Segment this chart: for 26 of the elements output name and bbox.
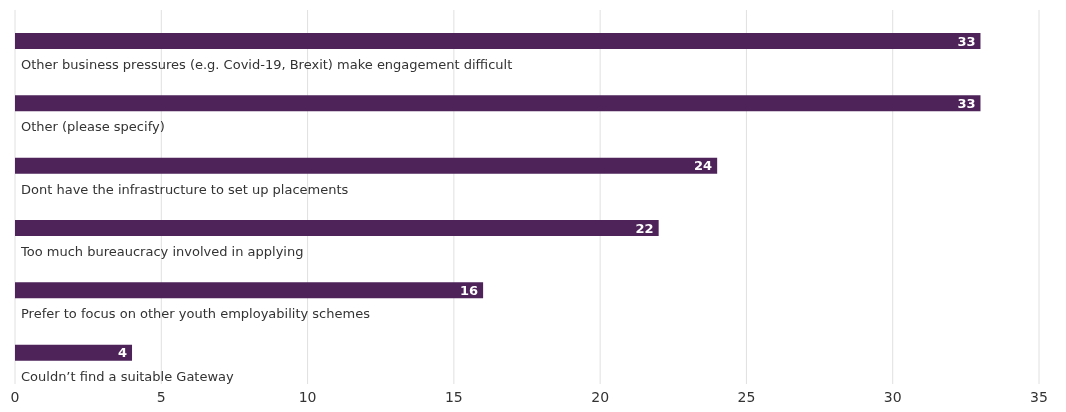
data-label: 24 (694, 158, 713, 174)
bar (15, 95, 981, 112)
x-tick-label: 0 (10, 388, 20, 405)
y-tick-label: Dont have the infrastructure to set up placements (21, 181, 349, 197)
data-label: 16 (460, 282, 479, 298)
bar (15, 157, 718, 174)
x-tick-label: 35 (1030, 388, 1048, 405)
bar (15, 344, 133, 361)
y-tick-label: Prefer to focus on other youth employability schemes (21, 306, 371, 322)
bar (15, 220, 659, 236)
bar (15, 282, 484, 299)
y-tick-label: Other business pressures (e.g. Covid-19, Brexit) make engagement difficult (21, 57, 513, 72)
y-tick-label: Other (please specify) (21, 119, 165, 135)
data-label: 33 (957, 95, 976, 111)
x-tick-label: 25 (737, 388, 756, 405)
x-tick-label: 20 (591, 388, 610, 405)
data-label: 22 (635, 220, 654, 236)
x-tick-label: 15 (444, 388, 463, 405)
x-tick-label: 30 (883, 388, 902, 405)
data-label: 33 (957, 33, 976, 49)
bar (15, 33, 981, 49)
x-tick-label: 10 (298, 388, 317, 405)
x-tick-label: 5 (156, 388, 166, 405)
y-tick-label: Too much bureaucracy involved in applying (20, 244, 304, 259)
data-label: 4 (117, 345, 128, 361)
y-tick-label: Couldn’t find a suitable Gateway (21, 368, 235, 384)
